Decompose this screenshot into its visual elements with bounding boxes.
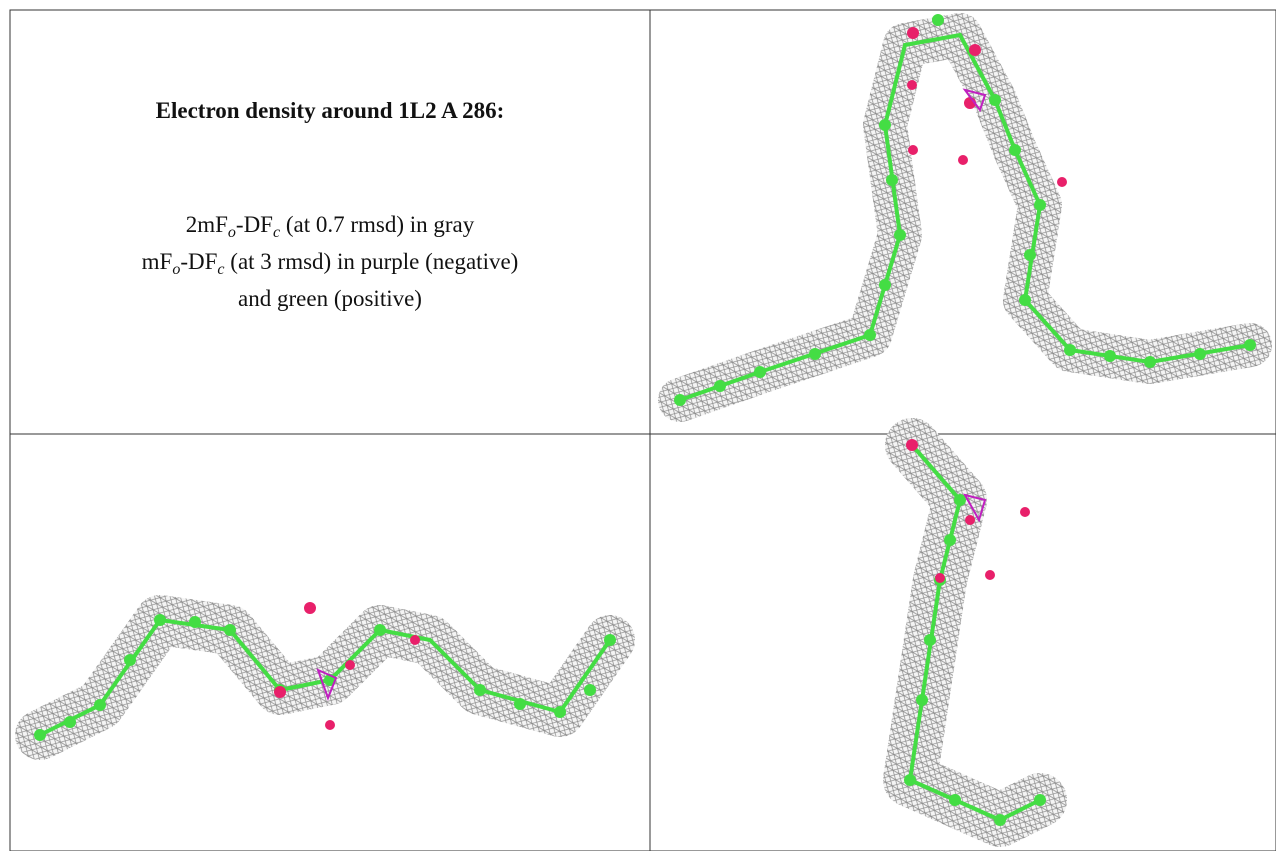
subscript: o bbox=[172, 261, 181, 278]
text-run: -DF bbox=[180, 249, 218, 274]
description-line: and green (positive) bbox=[10, 280, 650, 317]
caption-cell: Electron density around 1L2 A 286: 2mFo-… bbox=[10, 10, 650, 434]
density-view-top-right bbox=[658, 13, 1272, 422]
text-run: (at 0.7 rmsd) in gray bbox=[280, 212, 475, 237]
text-run: and green (positive) bbox=[238, 286, 422, 311]
table-border bbox=[9, 9, 1276, 851]
subscript: o bbox=[227, 224, 236, 241]
panel-title: Electron density around 1L2 A 286: bbox=[155, 98, 505, 123]
description-line: 2mFo-DFc (at 0.7 rmsd) in gray bbox=[10, 206, 650, 243]
panel-description: 2mFo-DFc (at 0.7 rmsd) in gray mFo-DFc (a… bbox=[10, 206, 650, 317]
text-run: mF bbox=[141, 249, 173, 274]
text-run: 2mF bbox=[185, 212, 228, 237]
text-run: (at 3 rmsd) in purple (negative) bbox=[224, 249, 519, 274]
density-view-bottom-left bbox=[15, 595, 635, 760]
subscript: c bbox=[217, 261, 225, 278]
subscript: c bbox=[272, 224, 281, 241]
description-line: mFo-DFc (at 3 rmsd) in purple (negative) bbox=[10, 243, 650, 280]
text-run: -DF bbox=[235, 212, 273, 237]
density-view-bottom-right bbox=[883, 418, 1067, 847]
